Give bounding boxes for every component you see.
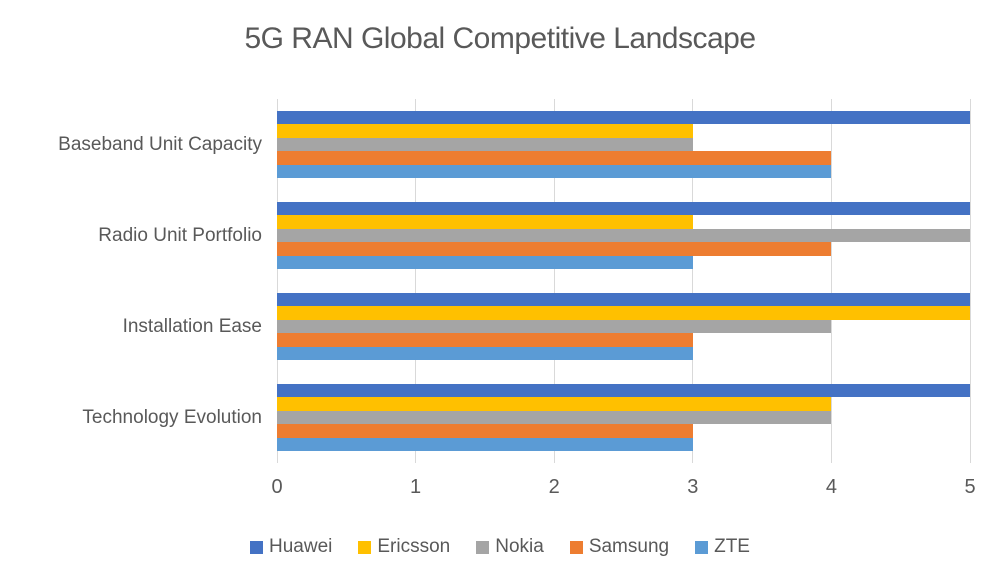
bar-nokia-3 (277, 410, 832, 425)
legend-item-zte: ZTE (695, 536, 750, 558)
bar-ericsson-1 (277, 215, 693, 229)
gridline-4 (830, 99, 832, 463)
bar-samsung-1 (277, 242, 832, 256)
chart-title: 5G RAN Global Competitive Landscape (244, 22, 756, 55)
bar-ericsson-3 (277, 397, 832, 411)
legend-item-ericsson: Ericsson (358, 536, 450, 558)
legend-item-nokia: Nokia (476, 536, 544, 558)
bar-samsung-2 (277, 333, 693, 347)
bar-nokia-0 (277, 137, 693, 152)
legend-swatch-zte (695, 540, 709, 554)
bar-huawei-2 (277, 292, 970, 307)
legend-swatch-nokia (476, 540, 490, 554)
legend-swatch-ericsson (358, 540, 372, 554)
x-axis-labels: 0 1 2 3 4 5 (271, 476, 975, 502)
category-label-1: Radio Unit Portfolio (98, 224, 262, 246)
bar-zte-2 (277, 346, 693, 361)
x-tick-label-5: 5 (964, 476, 976, 498)
x-tick-label-1: 1 (410, 476, 422, 498)
x-tick-label-0: 0 (271, 476, 283, 498)
legend: Huawei Ericsson Nokia Samsung ZTE (0, 536, 1000, 558)
legend-label-nokia: Nokia (495, 536, 544, 557)
legend-label-samsung: Samsung (588, 536, 670, 557)
bar-ericsson-2 (277, 306, 970, 320)
bar-group-1 (277, 190, 970, 281)
legend-label-zte: ZTE (714, 536, 750, 557)
legend-swatch-samsung (569, 540, 583, 554)
gridline-5 (969, 99, 971, 463)
bar-group-3 (277, 372, 970, 463)
legend-swatch-huawei (250, 540, 263, 554)
x-tick-label-4: 4 (825, 476, 837, 498)
bar-ericsson-0 (277, 124, 693, 138)
bar-samsung-3 (277, 424, 693, 438)
bar-zte-1 (277, 255, 693, 270)
legend-label-huawei: Huawei (269, 536, 333, 557)
category-label-0: Baseband Unit Capacity (58, 133, 262, 155)
plot-area (276, 99, 971, 463)
legend-item-huawei: Huawei (250, 536, 332, 558)
legend-item-samsung: Samsung (569, 536, 670, 558)
bar-groups (277, 99, 970, 463)
bar-samsung-0 (277, 151, 832, 165)
bar-nokia-2 (277, 319, 832, 334)
bar-nokia-1 (277, 228, 970, 243)
bar-huawei-0 (277, 110, 970, 125)
gridline-3 (692, 99, 694, 463)
gridline-1 (415, 99, 417, 463)
bar-zte-0 (277, 164, 832, 179)
bar-group-0 (277, 99, 970, 190)
x-tick-label-2: 2 (548, 476, 560, 498)
bar-group-2 (277, 281, 970, 372)
bar-zte-3 (277, 437, 693, 452)
bar-huawei-3 (277, 383, 970, 398)
bar-huawei-1 (277, 201, 970, 216)
gridline-2 (553, 99, 555, 463)
gridline-0 (276, 99, 278, 463)
category-label-3: Technology Evolution (82, 406, 262, 428)
x-tick-label-3: 3 (687, 476, 699, 498)
legend-label-ericsson: Ericsson (377, 536, 451, 557)
category-label-2: Installation Ease (122, 315, 262, 337)
